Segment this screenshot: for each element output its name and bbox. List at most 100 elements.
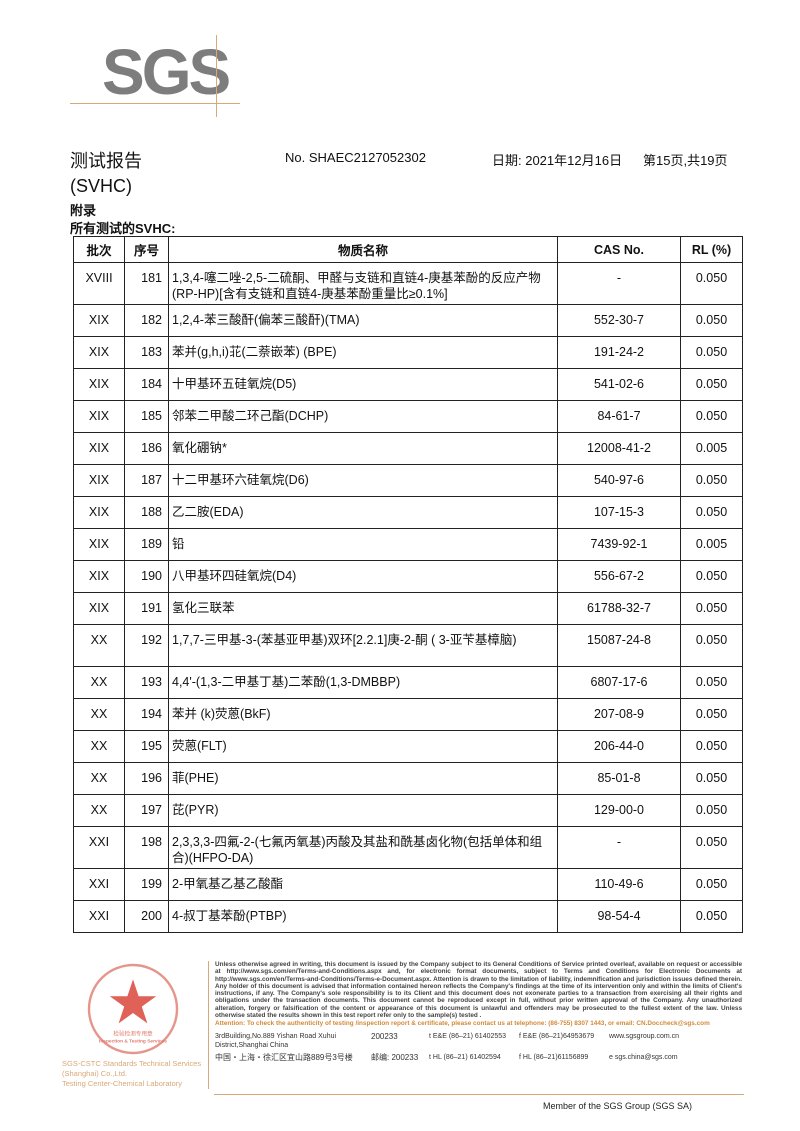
inspection-seal: 检验检测专用章 Inspection & Testing Services: [87, 963, 179, 1055]
rl-cell: 0.050: [680, 262, 743, 305]
cas-cell: 129-00-0: [557, 794, 681, 827]
rl-cell: 0.050: [680, 368, 743, 401]
footer: 检验检测专用章 Inspection & Testing Services SG…: [62, 961, 742, 1089]
rl-cell: 0.050: [680, 762, 743, 795]
substance-cell: 十二甲基环六硅氧烷(D6): [168, 464, 558, 497]
rl-cell: 0.050: [680, 624, 743, 667]
cas-cell: 6807-17-6: [557, 666, 681, 699]
batch-cell: XIX: [73, 496, 125, 529]
table-header-row: 批次 序号 物质名称 CAS No. RL (%): [73, 236, 743, 263]
cas-cell: 15087-24-8: [557, 624, 681, 667]
cas-cell: 7439-92-1: [557, 528, 681, 561]
substance-cell: 菲(PHE): [168, 762, 558, 795]
cas-cell: 84-61-7: [557, 400, 681, 433]
substance-cell: 氧化硼钠*: [168, 432, 558, 465]
substance-cell: 1,3,4-噻二唑-2,5-二硫酮、甲醛与支链和直链4-庚基苯酚的反应产物(RP…: [168, 262, 558, 305]
substance-cell: 苯并 (k)荧蒽(BkF): [168, 698, 558, 731]
number-cell: 198: [124, 826, 169, 869]
postcode-en: 200233: [371, 1031, 398, 1041]
number-cell: 197: [124, 794, 169, 827]
footer-rule: [214, 1094, 744, 1095]
col-substance: 物质名称: [168, 236, 558, 263]
cas-cell: -: [557, 262, 681, 305]
number-cell: 195: [124, 730, 169, 763]
address-cn: 中国・上海・徐汇区宜山路889号3号楼: [215, 1052, 353, 1062]
cas-cell: 110-49-6: [557, 868, 681, 901]
table-row: XX 194 苯并 (k)荧蒽(BkF) 207-08-9 0.050: [73, 698, 743, 731]
postcode-cn: 邮编: 200233: [371, 1052, 419, 1062]
table-row: XIX 189 铅 7439-92-1 0.005: [73, 528, 743, 561]
substance-cell: 乙二胺(EDA): [168, 496, 558, 529]
batch-cell: XIX: [73, 464, 125, 497]
rl-cell: 0.050: [680, 496, 743, 529]
rl-cell: 0.050: [680, 698, 743, 731]
batch-cell: XIX: [73, 400, 125, 433]
svg-text:Inspection & Testing Services: Inspection & Testing Services: [99, 1039, 167, 1045]
authenticity-notice: Attention: To check the authenticity of …: [215, 1020, 710, 1028]
substance-cell: 八甲基环四硅氧烷(D4): [168, 560, 558, 593]
table-row: XX 196 菲(PHE) 85-01-8 0.050: [73, 762, 743, 795]
svg-text:检验检测专用章: 检验检测专用章: [113, 1029, 153, 1037]
batch-cell: XIX: [73, 528, 125, 561]
footer-text-block: Unless otherwise agreed in writing, this…: [208, 961, 742, 1089]
batch-cell: XIX: [73, 304, 125, 337]
report-subtitle: (SVHC): [70, 176, 132, 196]
fax-hl: f HL (86–21)61156899: [519, 1053, 589, 1061]
substance-cell: 2,3,3,3-四氟-2-(七氟丙氧基)丙酸及其盐和酰基卤化物(包括单体和组合)…: [168, 826, 558, 869]
report-title: 测试报告: [70, 151, 142, 171]
table-row: XX 197 芘(PYR) 129-00-0 0.050: [73, 794, 743, 827]
tel-hl: t HL (86–21) 61402594: [429, 1053, 501, 1061]
number-cell: 190: [124, 560, 169, 593]
batch-cell: XIX: [73, 336, 125, 369]
batch-cell: XIX: [73, 560, 125, 593]
company-line1: SGS-CSTC Standards Technical Services (S…: [62, 1059, 202, 1078]
batch-cell: XX: [73, 624, 125, 667]
substance-cell: 1,2,4-苯三酸酐(偏苯三酸酐)(TMA): [168, 304, 558, 337]
batch-cell: XVIII: [73, 262, 125, 305]
rl-cell: 0.005: [680, 432, 743, 465]
cas-cell: 552-30-7: [557, 304, 681, 337]
rl-cell: 0.050: [680, 794, 743, 827]
substance-cell: 芘(PYR): [168, 794, 558, 827]
cas-cell: 98-54-4: [557, 900, 681, 933]
report-number: No. SHAEC2127052302: [285, 150, 426, 165]
address-en: 3rdBuilding,No.889 Yishan Road Xuhui Dis…: [215, 1032, 337, 1049]
rl-cell: 0.050: [680, 592, 743, 625]
number-cell: 188: [124, 496, 169, 529]
substance-cell: 2-甲氧基乙基乙酸酯: [168, 868, 558, 901]
cas-cell: 61788-32-7: [557, 592, 681, 625]
batch-cell: XIX: [73, 368, 125, 401]
table-row: XX 193 4,4'-(1,3-二甲基丁基)二苯酚(1,3-DMBBP) 6807-…: [73, 666, 743, 699]
table-row: XIX 186 氧化硼钠* 12008-41-2 0.005: [73, 432, 743, 465]
rl-cell: 0.005: [680, 528, 743, 561]
content-flow: 批次 序号 物质名称 CAS No. RL (%) XVIII 181 1,3,4-…: [0, 236, 800, 1119]
table-row: XX 195 荧蒽(FLT) 206-44-0 0.050: [73, 730, 743, 763]
cas-cell: 85-01-8: [557, 762, 681, 795]
number-cell: 187: [124, 464, 169, 497]
number-cell: 185: [124, 400, 169, 433]
website[interactable]: www.sgsgroup.com.cn: [609, 1032, 680, 1040]
number-cell: 199: [124, 868, 169, 901]
batch-cell: XX: [73, 698, 125, 731]
company-line2: Testing Center-Chemical Laboratory: [62, 1079, 183, 1088]
page-number: 第15页,共19页: [643, 153, 728, 168]
table-row: XXI 198 2,3,3,3-四氟-2-(七氟丙氧基)丙酸及其盐和酰基卤化物(包括…: [73, 826, 743, 869]
batch-cell: XX: [73, 762, 125, 795]
batch-cell: XX: [73, 730, 125, 763]
contact-grid: 3rdBuilding,No.889 Yishan Road Xuhui Dis…: [215, 1032, 742, 1062]
number-cell: 194: [124, 698, 169, 731]
table-row: XIX 187 十二甲基环六硅氧烷(D6) 540-97-6 0.050: [73, 464, 743, 497]
cas-cell: 206-44-0: [557, 730, 681, 763]
rl-cell: 0.050: [680, 304, 743, 337]
number-cell: 196: [124, 762, 169, 795]
table-row: XVIII 181 1,3,4-噻二唑-2,5-二硫酮、甲醛与支链和直链4-庚基苯酚…: [73, 262, 743, 305]
batch-cell: XX: [73, 666, 125, 699]
email[interactable]: e sgs.china@sgs.com: [609, 1053, 678, 1061]
batch-cell: XX: [73, 794, 125, 827]
cas-cell: -: [557, 826, 681, 869]
report-date: 日期: 2021年12月16日: [492, 153, 623, 168]
cas-cell: 556-67-2: [557, 560, 681, 593]
rl-cell: 0.050: [680, 730, 743, 763]
table-row: XIX 183 苯并(g,h,i)苝(二萘嵌苯) (BPE) 191-24-2 0.05…: [73, 336, 743, 369]
